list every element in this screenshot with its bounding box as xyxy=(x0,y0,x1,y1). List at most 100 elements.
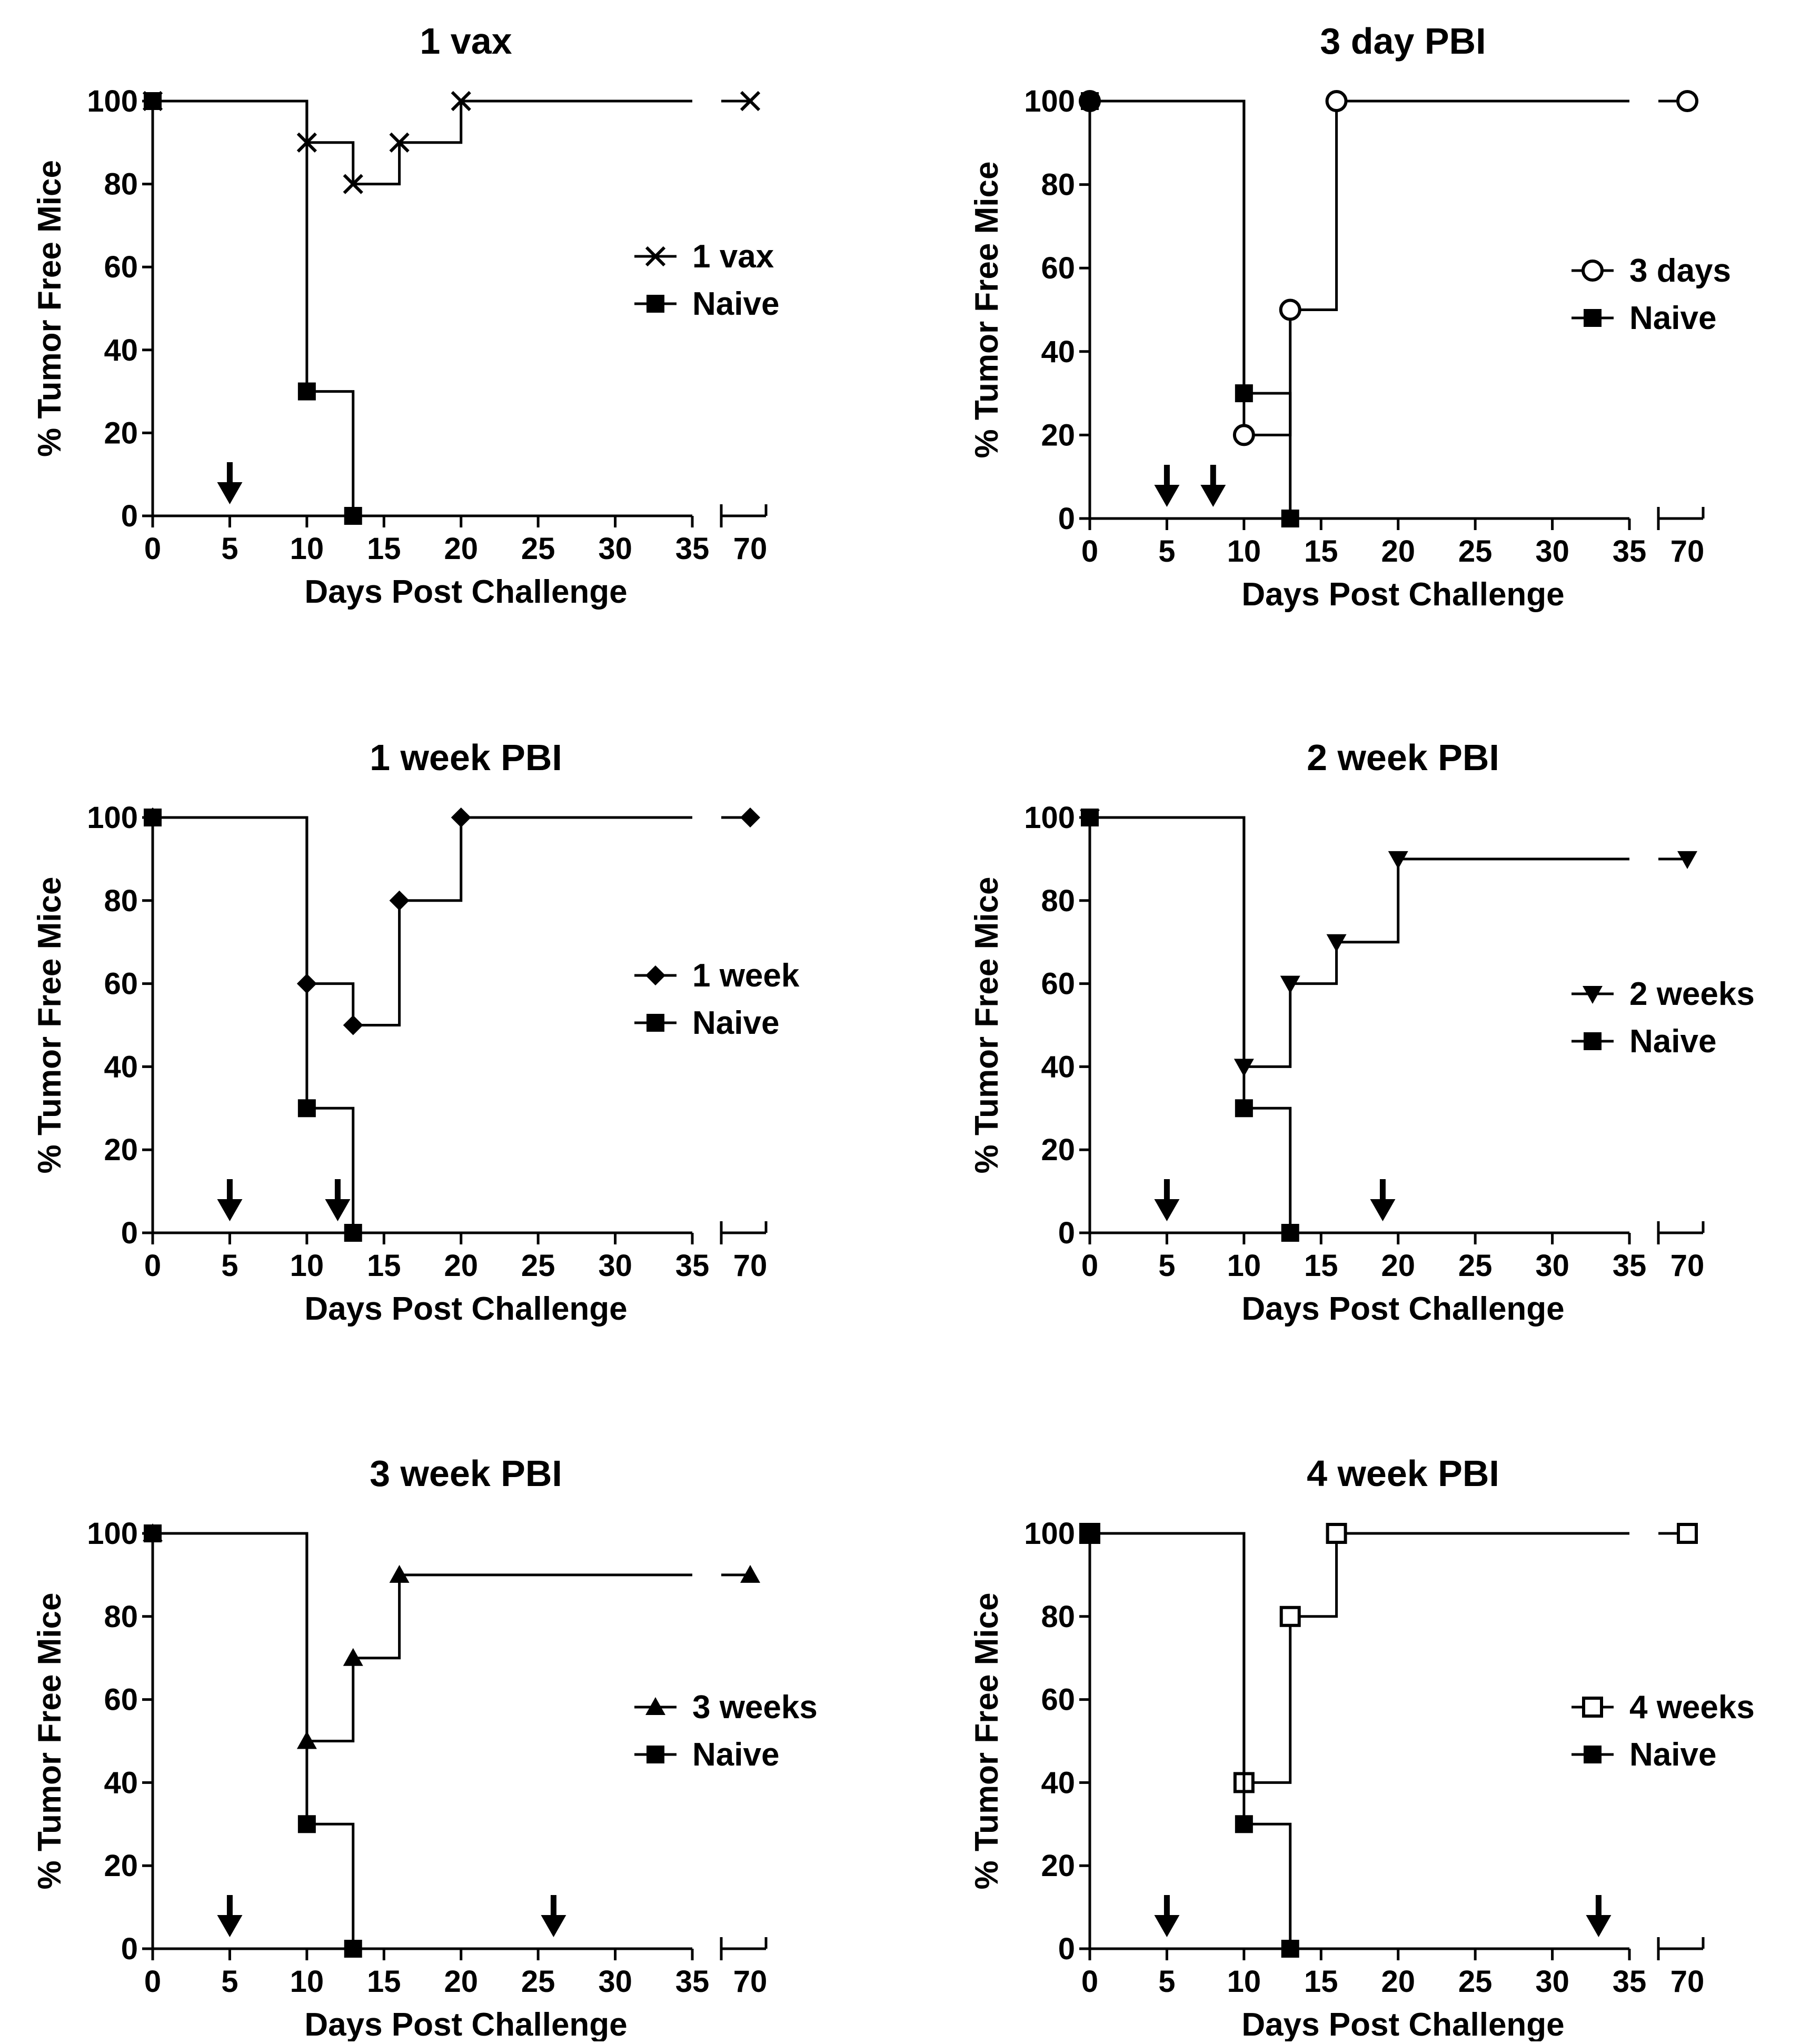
chart-panel-p4: 2 week PBI 0 20 40 60 80 100 0 5 10 15 20 25 30 35 70 Da… xyxy=(969,737,1755,1327)
legend-marker xyxy=(1584,1032,1602,1050)
x-tick-label: 0 xyxy=(144,532,161,566)
chart-title: 3 day PBI xyxy=(1320,21,1486,62)
x-tick-label: 10 xyxy=(1227,534,1261,569)
data-point-marker xyxy=(1081,92,1099,110)
x-tick-label: 30 xyxy=(1535,1965,1569,1999)
legend-marker xyxy=(647,295,664,313)
x-tick-label: 10 xyxy=(290,1249,324,1283)
data-point-marker xyxy=(1326,934,1347,952)
y-tick-label: 80 xyxy=(1041,884,1075,918)
data-point-marker xyxy=(144,809,162,826)
legend-label: Naive xyxy=(692,286,779,322)
legend-entry: 1 week xyxy=(634,958,800,994)
x-tick-label: 70 xyxy=(733,532,768,566)
y-tick-label: 80 xyxy=(104,167,138,202)
x-tick-label: 5 xyxy=(221,532,238,566)
series-3-weeks xyxy=(143,1523,760,1749)
data-point-marker xyxy=(297,1099,316,1118)
y-tick-label: 20 xyxy=(1041,1849,1075,1883)
x-tick-label: 15 xyxy=(1304,1249,1338,1283)
legend-label: 4 weeks xyxy=(1629,1689,1755,1726)
x-tick-label: 35 xyxy=(675,1249,710,1283)
data-point-marker xyxy=(1235,384,1253,403)
data-point-marker xyxy=(389,890,410,911)
series-line xyxy=(153,816,692,1026)
y-tick-label: 0 xyxy=(1058,1216,1075,1250)
x-tick-label: 10 xyxy=(290,1965,324,1999)
y-tick-label: 100 xyxy=(87,801,138,835)
legend-marker xyxy=(1583,986,1603,1004)
series-4-weeks xyxy=(1079,1523,1698,1793)
x-tick-label: 35 xyxy=(1613,534,1647,569)
data-point-marker xyxy=(343,1648,363,1666)
chart-title: 4 week PBI xyxy=(1307,1453,1499,1494)
x-tick-label: 20 xyxy=(444,532,478,566)
data-point-marker xyxy=(1388,851,1408,869)
y-tick-label: 40 xyxy=(1041,1766,1075,1800)
series-line xyxy=(1090,99,1629,436)
data-point-marker xyxy=(144,92,162,110)
x-tick-label: 25 xyxy=(1458,534,1493,569)
x-tick-label: 0 xyxy=(1081,534,1098,569)
x-tick-label: 5 xyxy=(221,1249,238,1283)
legend-marker xyxy=(647,1746,664,1763)
y-tick-label: 20 xyxy=(104,416,138,450)
x-tick-label: 35 xyxy=(675,532,710,566)
data-point-marker xyxy=(1235,1815,1253,1833)
arrow-head xyxy=(1154,1915,1180,1937)
data-point-marker xyxy=(1232,424,1255,446)
y-tick-label: 20 xyxy=(104,1133,138,1167)
data-point-marker xyxy=(1081,1524,1099,1542)
x-tick-label: 70 xyxy=(733,1249,768,1283)
legend-entry: 3 weeks xyxy=(634,1689,818,1726)
data-point-marker xyxy=(740,1564,760,1583)
data-point-marker xyxy=(389,1564,410,1583)
y-tick-label: 80 xyxy=(104,884,138,918)
legend-marker xyxy=(647,1014,664,1032)
data-point-marker xyxy=(1281,1940,1299,1958)
data-point-marker xyxy=(344,1224,362,1242)
legend-entry: 4 weeks xyxy=(1572,1689,1755,1726)
x-tick-label: 30 xyxy=(1535,1249,1569,1283)
x-tick-label: 0 xyxy=(144,1965,161,1999)
y-axis-label: % Tumor Free Mice xyxy=(32,1593,68,1890)
series-naive xyxy=(144,92,362,525)
x-tick-label: 15 xyxy=(367,1965,401,1999)
x-axis-label: Days Post Challenge xyxy=(304,1291,627,1327)
x-tick-label: 30 xyxy=(1535,534,1569,569)
data-point-marker xyxy=(1676,90,1698,112)
data-point-marker xyxy=(344,1940,362,1958)
legend-entry: Naive xyxy=(1572,300,1716,336)
legend-marker xyxy=(1582,1697,1603,1718)
x-tick-label: 35 xyxy=(1613,1249,1647,1283)
series-line xyxy=(153,99,692,186)
y-tick-label: 60 xyxy=(104,250,138,284)
data-point-marker xyxy=(451,91,471,112)
chart-panel-p3: 1 week PBI 0 20 40 60 80 100 0 5 10 15 20 25 30 35 70 Da… xyxy=(32,737,800,1327)
legend-label: Naive xyxy=(692,1737,779,1773)
y-tick-label: 100 xyxy=(87,1517,138,1551)
data-point-marker xyxy=(343,174,363,194)
x-axis-label: Days Post Challenge xyxy=(304,2007,627,2041)
x-tick-label: 10 xyxy=(1227,1965,1261,1999)
data-point-marker xyxy=(1235,1099,1253,1118)
x-tick-label: 10 xyxy=(290,532,324,566)
y-tick-label: 0 xyxy=(121,1932,138,1966)
legend-marker xyxy=(1582,260,1604,282)
x-tick-label: 20 xyxy=(1381,1249,1415,1283)
y-axis-label: % Tumor Free Mice xyxy=(32,160,68,457)
y-tick-label: 100 xyxy=(87,84,138,118)
x-axis-label: Days Post Challenge xyxy=(304,574,627,610)
x-tick-label: 25 xyxy=(521,1249,555,1283)
arrow-head xyxy=(325,1199,351,1221)
x-tick-label: 70 xyxy=(1670,1249,1705,1283)
y-tick-label: 60 xyxy=(1041,251,1075,285)
x-tick-label: 5 xyxy=(1158,1965,1175,1999)
chart-title: 3 week PBI xyxy=(370,1453,562,1494)
chart-title: 1 week PBI xyxy=(370,737,562,778)
y-axis-label: % Tumor Free Mice xyxy=(969,1593,1005,1890)
y-tick-label: 100 xyxy=(1024,1517,1075,1551)
x-axis-label: Days Post Challenge xyxy=(1241,576,1564,613)
y-tick-label: 40 xyxy=(104,1766,138,1800)
x-tick-label: 5 xyxy=(1158,1249,1175,1283)
